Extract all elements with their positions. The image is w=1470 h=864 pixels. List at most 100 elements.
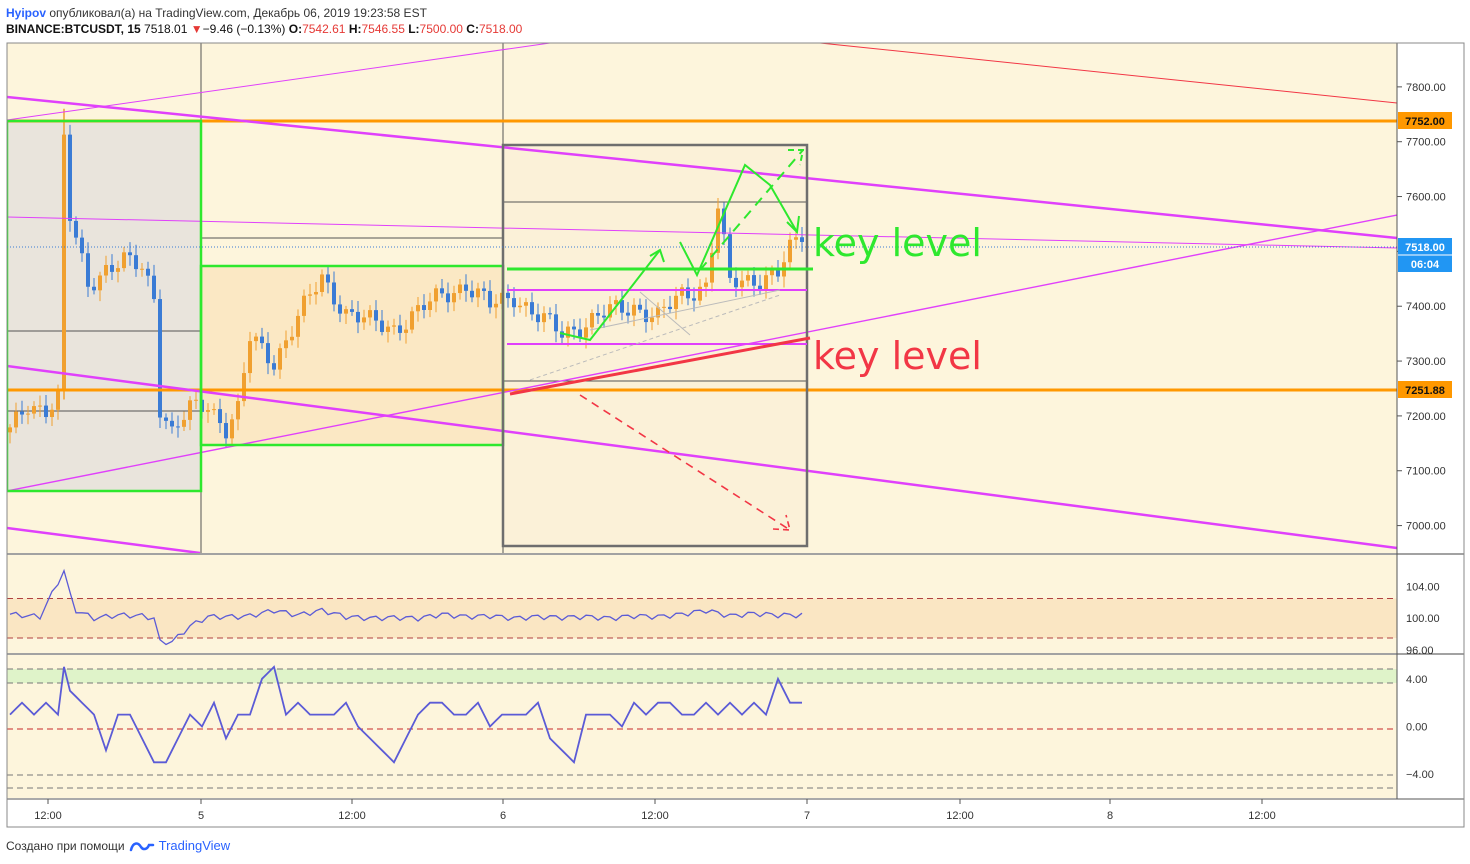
candle-body xyxy=(590,313,594,328)
candle-body xyxy=(728,234,732,278)
green-arrowhead-2[interactable] xyxy=(786,215,800,235)
badge-lower-level[interactable]: 7251.88 xyxy=(1398,381,1452,398)
osc2-axis[interactable]: −4.00 0.00 4.00 xyxy=(1406,674,1434,781)
osc2-line xyxy=(9,665,802,765)
time-tick-label: 12:00 xyxy=(338,810,366,822)
down-arrow-icon: ▼ xyxy=(190,22,203,36)
osc1-axis[interactable]: 96.00 100.00 104.00 xyxy=(1406,582,1440,657)
green-path-2[interactable] xyxy=(679,163,798,278)
grey-channel-mid[interactable] xyxy=(639,291,691,336)
candle-body xyxy=(692,298,696,301)
candle-body xyxy=(362,317,366,323)
magenta-channel-mid[interactable] xyxy=(7,364,1397,550)
candle-body xyxy=(452,293,456,303)
candle-body xyxy=(464,284,468,291)
candle-body xyxy=(410,311,414,330)
grey-channel-low[interactable] xyxy=(589,289,781,331)
publish-text: опубликовал(а) на TradingView.com, Декаб… xyxy=(46,6,427,20)
time-tick-label: 7 xyxy=(804,810,810,822)
candle-body xyxy=(158,299,162,418)
candle-body xyxy=(686,287,690,299)
candle-body xyxy=(356,311,360,323)
candle-body xyxy=(182,419,186,427)
osc2-tick-label: −4.00 xyxy=(1406,769,1434,781)
candle-body xyxy=(56,391,60,410)
candle-body xyxy=(98,275,102,291)
candle-body xyxy=(554,314,558,332)
high-value: 7546.55 xyxy=(361,22,405,36)
green-dashed-projection[interactable] xyxy=(699,149,804,271)
oscillator-2 xyxy=(7,665,1397,789)
author-name[interactable]: Hyipov xyxy=(6,6,47,20)
candle-body xyxy=(764,275,768,290)
red-thin-trendline[interactable] xyxy=(819,43,1397,104)
grey-dashed-trend[interactable] xyxy=(529,294,781,381)
candle-body xyxy=(434,288,438,302)
candle-body xyxy=(248,341,252,374)
candle-body xyxy=(650,317,654,323)
candle-body xyxy=(74,220,78,238)
candle-body xyxy=(578,329,582,338)
magenta-channel-bottom[interactable] xyxy=(7,526,201,553)
candle-body xyxy=(26,413,30,415)
price-tick-label: 7000.00 xyxy=(1406,521,1446,533)
projection-box[interactable] xyxy=(501,143,809,548)
candle-body xyxy=(620,300,624,313)
magenta-mid-thin[interactable] xyxy=(7,216,1397,249)
tradingview-logo-icon xyxy=(129,841,154,851)
osc1-tick-label: 100.00 xyxy=(1406,613,1440,625)
price-tick-label: 7700.00 xyxy=(1406,137,1446,149)
time-axis[interactable]: 12:00 5 12:00 6 12:00 7 12:00 8 12:00 xyxy=(34,799,1276,822)
osc1-tick-label: 104.00 xyxy=(1406,582,1440,594)
candle-body xyxy=(8,427,12,433)
candle-body xyxy=(194,399,198,401)
magenta-channel-top[interactable] xyxy=(7,95,1397,240)
candle-body xyxy=(152,275,156,300)
green-path-1[interactable] xyxy=(559,249,661,342)
price-tick-label: 7600.00 xyxy=(1406,192,1446,204)
candle-body xyxy=(512,298,516,308)
candle-body xyxy=(740,280,744,288)
footer-brand[interactable]: TradingView xyxy=(158,838,231,853)
candle-body xyxy=(320,274,324,292)
candle-body xyxy=(800,237,804,242)
price-change: −9.46 (−0.13%) xyxy=(202,22,286,36)
price-axis[interactable]: 7000.007100.007200.007300.007400.007500.… xyxy=(1397,82,1446,533)
footer: Создано при помощи TradingView xyxy=(6,838,230,853)
badge-upper-level[interactable]: 7752.00 xyxy=(1398,112,1452,129)
time-tick-label: 12:00 xyxy=(641,810,669,822)
osc2-tick-label: 0.00 xyxy=(1406,722,1427,734)
green-dashed-arrowhead[interactable] xyxy=(788,149,805,166)
badge-current-price[interactable]: 7518.00 06:04 xyxy=(1398,238,1452,272)
green-arrowhead-1[interactable] xyxy=(649,248,665,263)
candle-body xyxy=(80,237,84,254)
candle-body xyxy=(716,208,720,253)
time-tick-label: 6 xyxy=(500,810,506,822)
candle-body xyxy=(272,363,276,370)
candle-body xyxy=(236,401,240,420)
candle-body xyxy=(536,314,540,323)
candle-body xyxy=(638,304,642,310)
candle-body xyxy=(518,305,522,308)
badge-current-price-text: 7518.00 xyxy=(1405,242,1445,254)
red-key-trendline[interactable] xyxy=(509,336,811,396)
candle-body xyxy=(302,295,306,316)
close-value: 7518.00 xyxy=(478,22,523,36)
candle-body xyxy=(146,268,150,276)
key-level-label-green: key level xyxy=(813,221,982,265)
osc1-line xyxy=(9,568,803,646)
candle-body xyxy=(614,300,618,305)
candle-body xyxy=(296,315,300,337)
candle-body xyxy=(368,310,372,318)
candle-body xyxy=(104,265,108,276)
candle-body xyxy=(788,239,792,263)
candle-body xyxy=(284,340,288,349)
candle-body xyxy=(662,306,666,308)
low-label: L: xyxy=(408,22,420,36)
candle-body xyxy=(734,277,738,288)
red-dashed-arrowhead[interactable] xyxy=(772,514,792,531)
candle-body xyxy=(128,252,132,256)
candle-body xyxy=(644,309,648,323)
candle-body xyxy=(752,275,756,286)
